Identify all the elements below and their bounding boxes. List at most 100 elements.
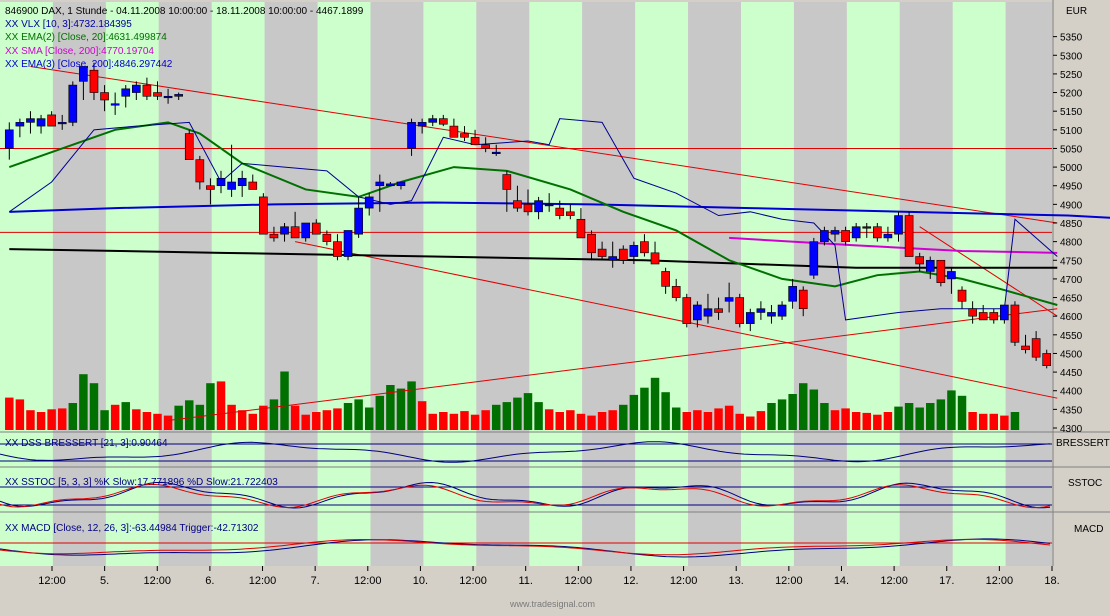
candle-body xyxy=(174,94,183,97)
volume-bar xyxy=(767,403,776,430)
volume-bar xyxy=(798,383,808,430)
candle-body xyxy=(428,118,438,123)
volume-bar xyxy=(364,407,374,430)
volume-bar xyxy=(5,397,14,430)
candle-body xyxy=(481,144,490,149)
candle-body xyxy=(714,308,723,313)
y-tick-label: 4750 xyxy=(1060,256,1083,267)
x-tick-label: 12:00 xyxy=(670,575,698,587)
volume-bar xyxy=(989,413,999,430)
candle-body xyxy=(904,215,914,257)
volume-bar xyxy=(756,411,766,430)
candle-body xyxy=(417,122,427,127)
y-tick-label: 5050 xyxy=(1060,144,1083,155)
volume-bar xyxy=(947,390,956,430)
session-stripe xyxy=(211,2,265,566)
sstoc-legend: XX SSTOC [5, 3, 3] %K Slow:17.771896 %D … xyxy=(5,477,278,488)
volume-bar xyxy=(216,381,226,430)
ema20-line xyxy=(8,121,1058,306)
volume-bar xyxy=(290,405,300,430)
volume-bar xyxy=(894,406,903,430)
volume-bar xyxy=(926,403,935,430)
volume-bar xyxy=(682,412,692,430)
volume-bar xyxy=(1000,415,1009,430)
candle-body xyxy=(100,92,109,101)
session-stripe xyxy=(423,2,477,566)
candle-body xyxy=(1010,304,1020,343)
volume-bar xyxy=(873,414,882,430)
y-tick-label: 4400 xyxy=(1060,387,1083,398)
trendline xyxy=(168,308,1058,422)
x-tick-label: 18. xyxy=(1044,575,1059,587)
candle-body xyxy=(841,230,850,242)
candle-body xyxy=(682,297,692,324)
volume-bar xyxy=(534,402,543,430)
session-stripe xyxy=(370,2,424,566)
candle-body xyxy=(851,226,861,239)
candle-body xyxy=(830,230,840,235)
x-tick-label: 11. xyxy=(518,575,532,587)
candle-body xyxy=(576,218,586,239)
candle-body xyxy=(629,245,639,257)
x-tick-label: 12:00 xyxy=(143,575,171,587)
y-tick-label: 5250 xyxy=(1060,70,1083,81)
candle-body xyxy=(555,207,565,216)
volume-bar xyxy=(862,412,871,430)
candle-body xyxy=(322,233,332,242)
y-tick-label: 4600 xyxy=(1060,312,1083,323)
volume-bar xyxy=(502,402,512,430)
legend-sma200: XX SMA [Close, 200]:4770.19704 xyxy=(5,46,154,57)
volume-bar xyxy=(640,387,649,430)
candle-body xyxy=(894,215,903,235)
volume-bar xyxy=(671,407,681,430)
volume-bar xyxy=(513,397,522,430)
candle-body xyxy=(936,259,946,283)
candle-body xyxy=(68,84,78,123)
lower-panels xyxy=(0,441,1052,558)
candle-body xyxy=(269,233,279,239)
candle-body xyxy=(968,308,977,317)
candle-body xyxy=(1021,345,1030,351)
volume-bar xyxy=(386,385,395,430)
volume-bar xyxy=(142,412,152,430)
x-tick-label: 12:00 xyxy=(775,575,803,587)
y-tick-label: 5000 xyxy=(1060,163,1083,174)
sstoc-k-line xyxy=(0,481,1051,509)
volume-bar xyxy=(904,403,914,430)
volume-bar xyxy=(439,412,448,430)
candle-body xyxy=(79,66,88,82)
watermark: www.tradesignal.com xyxy=(509,599,595,609)
volume-bar xyxy=(237,410,247,430)
volume-bar xyxy=(227,404,236,430)
candle-body xyxy=(407,122,416,149)
y-tick-label: 4950 xyxy=(1060,182,1083,193)
volume-bar xyxy=(110,404,120,430)
candle-body xyxy=(809,241,819,276)
candle-body xyxy=(1031,338,1041,358)
candle-body xyxy=(957,289,967,302)
candles xyxy=(4,62,1052,369)
volume-bar xyxy=(968,412,977,430)
volume-bar xyxy=(417,401,427,430)
candle-body xyxy=(227,181,236,190)
y-tick-label: 4850 xyxy=(1060,219,1083,230)
volume-bar xyxy=(809,389,819,430)
x-tick-label: 12:00 xyxy=(880,575,908,587)
candle-body xyxy=(618,248,628,261)
candle-body xyxy=(693,304,702,321)
candle-body xyxy=(671,286,681,298)
volume-bar xyxy=(936,399,946,430)
volume-bar xyxy=(280,371,289,430)
candle-body xyxy=(333,241,342,257)
session-stripe xyxy=(529,2,583,566)
macd-legend: XX MACD [Close, 12, 26, 3]:-63.44984 Tri… xyxy=(5,523,259,534)
candle-body xyxy=(396,181,406,187)
candle-body xyxy=(989,312,999,321)
candle-body xyxy=(259,196,268,235)
volume-bar xyxy=(185,400,194,430)
candle-body xyxy=(915,256,924,265)
y-tick-label: 5150 xyxy=(1060,107,1083,118)
candle-body xyxy=(354,207,363,235)
volume-bar xyxy=(650,377,660,430)
